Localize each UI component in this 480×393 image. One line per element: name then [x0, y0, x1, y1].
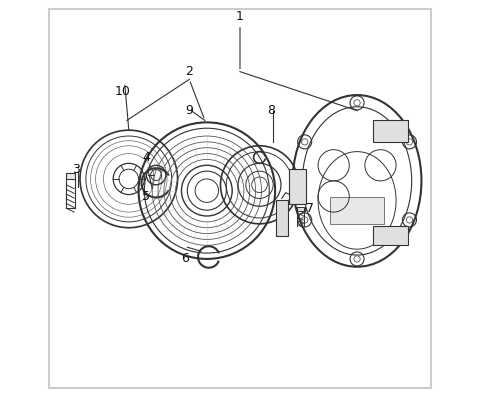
Text: 6: 6: [181, 252, 189, 265]
Bar: [289, 169, 306, 204]
Bar: [66, 173, 75, 179]
Text: 4: 4: [143, 151, 150, 164]
Bar: [372, 226, 408, 245]
Text: 9: 9: [185, 104, 193, 117]
Text: 5: 5: [143, 190, 150, 203]
Text: 8: 8: [267, 104, 275, 117]
Text: 7: 7: [306, 202, 314, 215]
Bar: [372, 120, 408, 142]
Text: 3: 3: [72, 163, 80, 176]
Text: 2: 2: [185, 65, 193, 78]
Bar: [276, 200, 288, 235]
Text: 10: 10: [115, 84, 131, 97]
Bar: [296, 207, 305, 211]
Text: 1: 1: [236, 11, 244, 24]
Bar: [330, 196, 384, 224]
